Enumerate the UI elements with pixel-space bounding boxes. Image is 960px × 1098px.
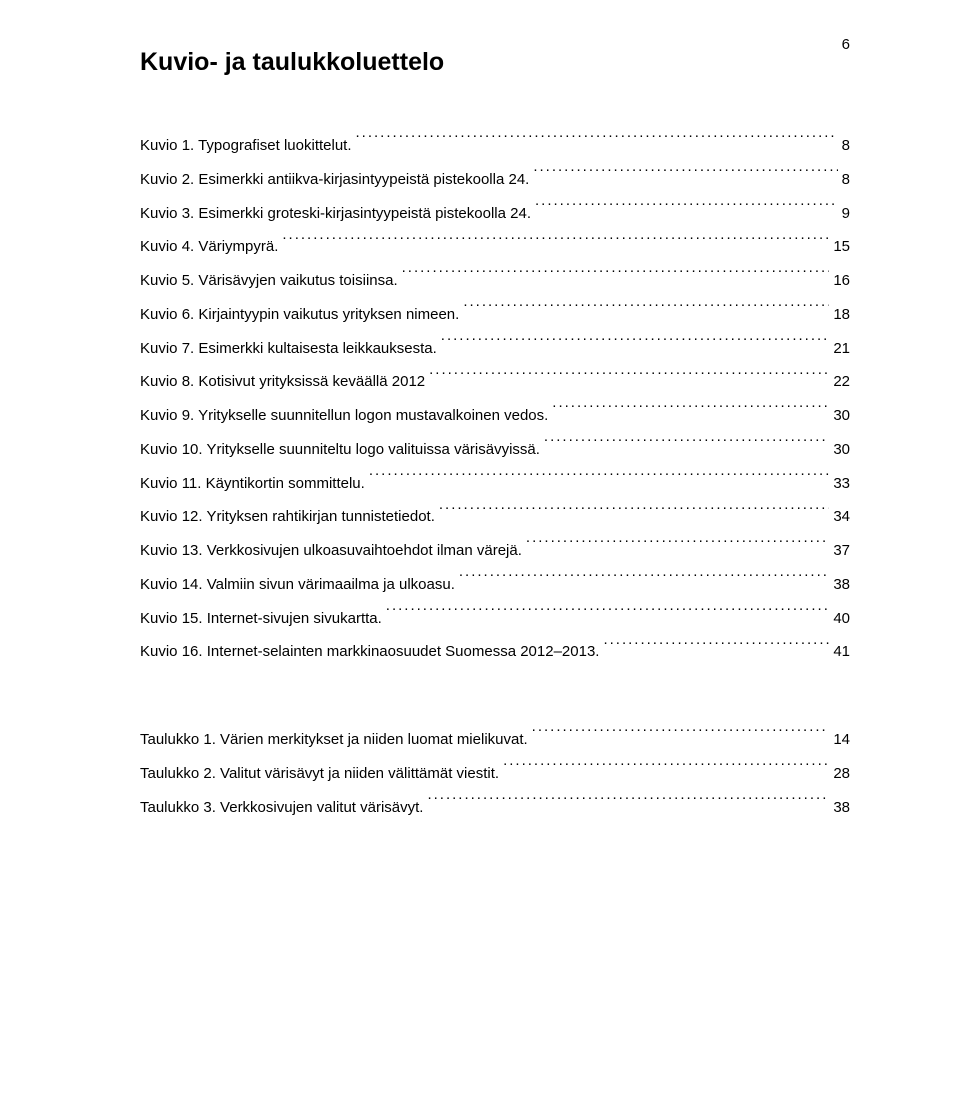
figure-entry: Kuvio 13. Verkkosivujen ulkoasuvaihtoehd… [140,534,850,568]
figure-label: Kuvio 6. Kirjaintyypin vaikutus yritykse… [140,298,459,332]
figure-entry: Kuvio 10. Yritykselle suunniteltu logo v… [140,433,850,467]
toc-leader [282,236,829,251]
figure-entry: Kuvio 4. Väriympyrä. 15 [140,230,850,264]
toc-leader [439,506,829,521]
figure-entry: Kuvio 6. Kirjaintyypin vaikutus yritykse… [140,298,850,332]
figure-entry: Kuvio 3. Esimerkki groteski-kirjasintyyp… [140,197,850,231]
figure-label: Kuvio 7. Esimerkki kultaisesta leikkauks… [140,332,437,366]
figure-page: 8 [842,129,850,163]
table-entry: Taulukko 3. Verkkosivujen valitut värisä… [140,791,850,825]
figure-page: 34 [833,500,850,534]
page-title: Kuvio- ja taulukkoluettelo [140,48,850,77]
figure-entry: Kuvio 11. Käyntikortin sommittelu. 33 [140,467,850,501]
table-page: 14 [833,723,850,757]
figure-page: 15 [833,230,850,264]
table-entry: Taulukko 1. Värien merkitykset ja niiden… [140,723,850,757]
toc-leader [603,641,829,656]
figure-label: Kuvio 5. Värisävyjen vaikutus toisiinsa. [140,264,398,298]
figure-entry: Kuvio 14. Valmiin sivun värimaailma ja u… [140,568,850,602]
toc-leader [402,270,830,285]
figure-entry: Kuvio 15. Internet-sivujen sivukartta. 4… [140,602,850,636]
figure-entry: Kuvio 1. Typografiset luokittelut. 8 [140,129,850,163]
figure-page: 30 [833,399,850,433]
toc-leader [503,763,829,778]
figure-page: 18 [833,298,850,332]
figure-page: 37 [833,534,850,568]
figure-entry: Kuvio 16. Internet-selainten markkinaosu… [140,635,850,669]
page-number: 6 [842,36,850,53]
figure-page: 41 [833,635,850,669]
table-entry: Taulukko 2. Valitut värisävyt ja niiden … [140,757,850,791]
figure-label: Kuvio 2. Esimerkki antiikva-kirjasintyyp… [140,163,529,197]
figure-label: Kuvio 12. Yrityksen rahtikirjan tunniste… [140,500,435,534]
figure-label: Kuvio 13. Verkkosivujen ulkoasuvaihtoehd… [140,534,522,568]
figure-page: 16 [833,264,850,298]
figure-label: Kuvio 4. Väriympyrä. [140,230,278,264]
figure-page: 22 [833,365,850,399]
figure-label: Kuvio 1. Typografiset luokittelut. [140,129,352,163]
figure-page: 21 [833,332,850,366]
figure-label: Kuvio 16. Internet-selainten markkinaosu… [140,635,599,669]
table-label: Taulukko 2. Valitut värisävyt ja niiden … [140,757,499,791]
figure-entry: Kuvio 9. Yritykselle suunnitellun logon … [140,399,850,433]
figure-page: 30 [833,433,850,467]
figure-entry: Kuvio 2. Esimerkki antiikva-kirjasintyyp… [140,163,850,197]
figure-page: 8 [842,163,850,197]
figure-label: Kuvio 15. Internet-sivujen sivukartta. [140,602,382,636]
toc-leader [459,574,829,589]
toc-leader [369,473,829,488]
toc-leader [533,169,837,184]
toc-leader [441,338,830,353]
figure-label: Kuvio 9. Yritykselle suunnitellun logon … [140,399,548,433]
table-page: 38 [833,791,850,825]
figure-entry: Kuvio 7. Esimerkki kultaisesta leikkauks… [140,332,850,366]
toc-leader [532,729,830,744]
figure-label: Kuvio 11. Käyntikortin sommittelu. [140,467,365,501]
toc-leader [526,540,829,555]
toc-leader [427,797,829,812]
figure-entry: Kuvio 5. Värisävyjen vaikutus toisiinsa.… [140,264,850,298]
figures-list: Kuvio 1. Typografiset luokittelut. 8Kuvi… [140,129,850,669]
table-label: Taulukko 1. Värien merkitykset ja niiden… [140,723,528,757]
toc-leader [544,439,829,454]
figure-page: 40 [833,602,850,636]
figure-label: Kuvio 10. Yritykselle suunniteltu logo v… [140,433,540,467]
toc-leader [429,371,829,386]
figure-page: 33 [833,467,850,501]
toc-leader [463,304,829,319]
toc-leader [386,608,830,623]
figure-label: Kuvio 8. Kotisivut yrityksissä keväällä … [140,365,425,399]
table-page: 28 [833,757,850,791]
figure-label: Kuvio 14. Valmiin sivun värimaailma ja u… [140,568,455,602]
table-label: Taulukko 3. Verkkosivujen valitut värisä… [140,791,423,825]
toc-leader [552,405,829,420]
toc-leader [535,203,838,218]
tables-list: Taulukko 1. Värien merkitykset ja niiden… [140,723,850,824]
document-page: 6 Kuvio- ja taulukkoluettelo Kuvio 1. Ty… [0,0,960,1098]
figure-page: 9 [842,197,850,231]
figure-entry: Kuvio 8. Kotisivut yrityksissä keväällä … [140,365,850,399]
toc-leader [356,135,838,150]
figure-label: Kuvio 3. Esimerkki groteski-kirjasintyyp… [140,197,531,231]
figure-entry: Kuvio 12. Yrityksen rahtikirjan tunniste… [140,500,850,534]
figure-page: 38 [833,568,850,602]
